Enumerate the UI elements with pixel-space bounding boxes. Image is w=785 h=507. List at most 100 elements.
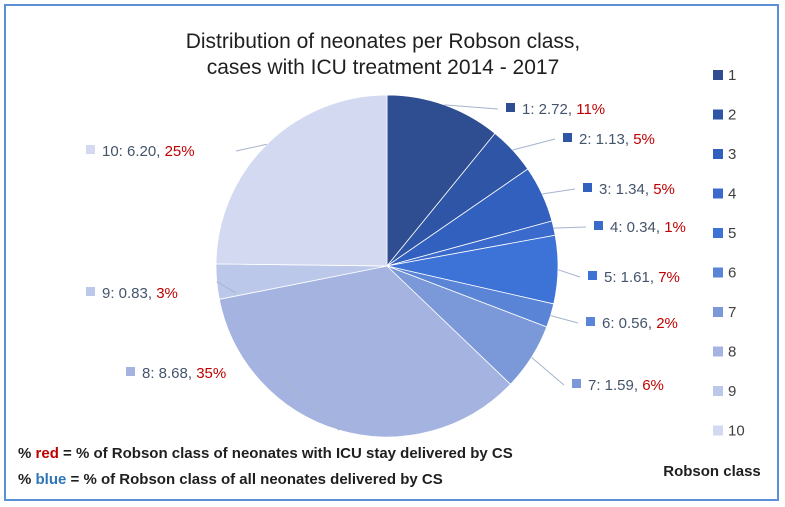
data-label-value: 1: 2.72,	[522, 101, 576, 118]
legend-swatch	[713, 346, 723, 357]
data-label-swatch	[572, 379, 581, 388]
data-label-text: 1: 2.72, 11%	[522, 101, 605, 118]
data-label-value: 8: 8.68,	[142, 365, 196, 382]
data-label-swatch	[86, 287, 95, 296]
legend-label: 5	[728, 225, 736, 242]
data-label-6: 6: 0.56, 2%	[586, 315, 678, 332]
note-1: % red = % of Robson class of neonates wi…	[18, 445, 513, 462]
legend-item-4: 4	[713, 186, 736, 203]
data-label-text: 6: 0.56, 2%	[602, 315, 678, 332]
note-2: % blue = % of Robson class of all neonat…	[18, 471, 443, 488]
data-label-text: 8: 8.68, 35%	[142, 365, 226, 382]
data-label-value: 2: 1.13,	[579, 131, 633, 148]
data-label-value: 7: 1.59,	[588, 377, 642, 394]
legend-swatch	[713, 425, 723, 436]
legend-item-5: 5	[713, 225, 736, 242]
data-label-swatch	[594, 221, 603, 230]
legend-swatch	[713, 386, 723, 396]
data-label-percent: 5%	[653, 181, 675, 198]
legend-item-1: 1	[713, 67, 736, 84]
data-label-2: 2: 1.13, 5%	[563, 131, 655, 148]
leader-line-4	[553, 226, 587, 229]
data-label-7: 7: 1.59, 6%	[572, 377, 664, 394]
legend-item-8: 8	[713, 344, 736, 361]
pie-slice-1	[386, 94, 496, 268]
data-label-percent: 6%	[642, 377, 664, 394]
data-label-text: 2: 1.13, 5%	[579, 131, 655, 148]
chart-frame: Distribution of neonates per Robson clas…	[4, 4, 779, 501]
data-label-swatch	[586, 317, 595, 326]
legend-swatch	[713, 267, 723, 278]
note-keyword: red	[36, 445, 59, 462]
legend-label: 10	[728, 423, 745, 440]
pie-slices	[215, 94, 559, 438]
legend-label: 6	[728, 265, 736, 282]
data-label-swatch	[126, 367, 135, 376]
leader-line-8	[275, 372, 340, 431]
data-label-swatch	[86, 145, 95, 154]
pie-chart: Distribution of neonates per Robson clas…	[18, 30, 761, 488]
data-label-9: 9: 0.83, 3%	[86, 285, 178, 302]
legend-label: 1	[728, 67, 736, 84]
legend-label: 9	[728, 383, 736, 400]
legend-label: 4	[728, 186, 736, 203]
leader-line-5	[557, 269, 581, 278]
data-label-percent: 1%	[664, 219, 686, 236]
leader-line-2	[512, 138, 556, 151]
data-label-1: 1: 2.72, 11%	[506, 101, 605, 118]
legend-swatch	[713, 307, 723, 317]
data-label-percent: 5%	[633, 131, 655, 148]
data-label-percent: 2%	[656, 315, 678, 332]
data-label-value: 3: 1.34,	[599, 181, 653, 198]
legend-title: Robson class	[663, 463, 761, 480]
data-label-swatch	[563, 133, 572, 142]
chart-title-line-2: cases with ICU treatment 2014 - 2017	[207, 56, 560, 79]
leader-line-9	[216, 281, 237, 294]
data-label-value: 9: 0.83,	[102, 285, 156, 302]
data-labels: 1: 2.72, 11%2: 1.13, 5%3: 1.34, 5%4: 0.3…	[86, 101, 686, 394]
data-label-percent: 25%	[165, 143, 195, 160]
legend-swatch	[713, 109, 723, 120]
legend-item-10: 10	[713, 423, 745, 440]
note-keyword: blue	[36, 471, 67, 488]
chart-title-line-1: Distribution of neonates per Robson clas…	[186, 30, 581, 53]
data-label-percent: 35%	[196, 365, 226, 382]
data-label-text: 5: 1.61, 7%	[604, 269, 680, 286]
data-label-value: 4: 0.34,	[610, 219, 664, 236]
data-label-5: 5: 1.61, 7%	[588, 269, 680, 286]
data-label-percent: 3%	[156, 285, 178, 302]
data-label-percent: 7%	[658, 269, 680, 286]
data-label-percent: 11%	[576, 101, 605, 118]
data-label-4: 4: 0.34, 1%	[594, 219, 686, 236]
legend-label: 8	[728, 344, 736, 361]
leader-line-3	[542, 188, 576, 195]
data-label-swatch	[588, 271, 597, 280]
legend-item-2: 2	[713, 107, 736, 124]
data-label-value: 5: 1.61,	[604, 269, 658, 286]
legend-item-3: 3	[713, 146, 736, 163]
data-label-text: 4: 0.34, 1%	[610, 219, 686, 236]
leader-lines	[216, 104, 587, 431]
leader-line-6	[550, 315, 579, 324]
legend-item-7: 7	[713, 304, 736, 321]
leader-line-7	[531, 357, 565, 386]
data-label-3: 3: 1.34, 5%	[583, 181, 675, 198]
data-label-text: 3: 1.34, 5%	[599, 181, 675, 198]
legend-label: 3	[728, 146, 736, 163]
data-label-text: 10: 6.20, 25%	[102, 143, 195, 160]
data-label-text: 7: 1.59, 6%	[588, 377, 664, 394]
legend-swatch	[713, 149, 723, 159]
data-label-10: 10: 6.20, 25%	[86, 143, 195, 160]
legend-swatch	[713, 70, 723, 80]
notes: % red = % of Robson class of neonates wi…	[18, 445, 513, 488]
data-label-swatch	[506, 103, 515, 112]
data-label-text: 9: 0.83, 3%	[102, 285, 178, 302]
legend-item-9: 9	[713, 383, 736, 400]
pie-slice-10	[215, 94, 388, 267]
leader-line-10	[235, 143, 267, 152]
legend-swatch	[713, 228, 723, 238]
data-label-value: 6: 0.56,	[602, 315, 656, 332]
legend-swatch	[713, 188, 723, 199]
data-label-swatch	[583, 183, 592, 192]
legend: 1 2 3 4 5 6 7 8 9 10	[713, 67, 745, 440]
